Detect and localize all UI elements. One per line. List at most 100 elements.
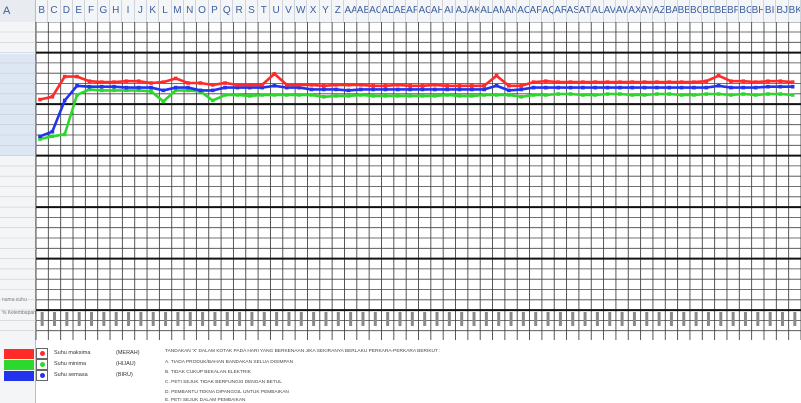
column-header-v[interactable]: V: [283, 0, 296, 22]
series-current-point: [605, 85, 610, 90]
column-header-bd[interactable]: BD: [702, 0, 715, 22]
column-header-ag[interactable]: AG: [419, 0, 431, 22]
column-header-aa[interactable]: AA: [344, 0, 357, 22]
column-header-bg[interactable]: BG: [739, 0, 752, 22]
column-header-at[interactable]: AT: [579, 0, 592, 22]
series-max-point: [470, 83, 474, 88]
column-header-bk[interactable]: BK: [789, 0, 801, 22]
column-header-r[interactable]: R: [233, 0, 246, 22]
column-header-ap[interactable]: AP: [530, 0, 542, 22]
column-header-aj[interactable]: AJ: [456, 0, 468, 22]
column-header-az[interactable]: AZ: [653, 0, 666, 22]
column-header-x[interactable]: X: [307, 0, 320, 22]
column-header-p[interactable]: P: [209, 0, 222, 22]
column-header-bb[interactable]: BB: [678, 0, 690, 22]
series-max-point: [136, 79, 141, 83]
legend-item-min: Suhu minima (HIJAU): [4, 359, 234, 370]
column-header-ah[interactable]: AH: [431, 0, 444, 22]
series-min-point: [519, 94, 524, 99]
series-min-point: [173, 88, 178, 93]
date-label-cell: [151, 312, 155, 326]
column-header-ab[interactable]: AB: [357, 0, 370, 22]
column-header-w[interactable]: W: [295, 0, 308, 22]
series-current-point: [408, 87, 412, 92]
series-current-point: [457, 87, 462, 92]
series-min-point: [741, 92, 746, 96]
column-header-c[interactable]: C: [48, 0, 61, 22]
column-header-y[interactable]: Y: [320, 0, 333, 22]
series-max-point: [457, 83, 462, 88]
series-current-point: [630, 85, 635, 90]
series-min-point: [778, 92, 783, 96]
column-header-j[interactable]: J: [135, 0, 148, 22]
column-header-bar: BCDEFGHIJKLMNOPQRSTUVWXYZAAABACADAEAFAGA…: [0, 0, 801, 23]
column-header-av[interactable]: AV: [604, 0, 616, 22]
column-header-bh[interactable]: BH: [752, 0, 764, 22]
series-current-point: [260, 85, 264, 90]
column-header-ax[interactable]: AX: [628, 0, 641, 22]
column-header-bf[interactable]: BF: [727, 0, 740, 22]
column-header-aw[interactable]: AW: [616, 0, 629, 22]
column-header-aq[interactable]: AQ: [542, 0, 555, 22]
column-header-af[interactable]: AF: [406, 0, 419, 22]
date-label-cell: [669, 312, 673, 326]
series-min-point: [593, 93, 598, 97]
column-header-f[interactable]: F: [85, 0, 98, 22]
column-header-bi[interactable]: BI: [764, 0, 777, 22]
series-max-point: [544, 79, 548, 83]
column-header-q[interactable]: Q: [221, 0, 234, 22]
column-header-au[interactable]: AU: [591, 0, 604, 22]
column-header-be[interactable]: BE: [715, 0, 727, 22]
column-header-m[interactable]: M: [172, 0, 185, 22]
column-header-al[interactable]: AL: [480, 0, 493, 22]
name-box[interactable]: A: [0, 0, 36, 22]
series-current-point: [544, 85, 548, 90]
column-header-ai[interactable]: AI: [443, 0, 456, 22]
series-max-point: [556, 80, 561, 84]
series-current-point: [679, 85, 684, 90]
series-current-point: [655, 85, 659, 90]
series-current-point: [383, 87, 388, 92]
column-header-ad[interactable]: AD: [381, 0, 394, 22]
column-header-h[interactable]: H: [110, 0, 123, 22]
column-header-z[interactable]: Z: [332, 0, 345, 22]
column-header-e[interactable]: E: [73, 0, 86, 22]
series-max-point: [272, 72, 277, 76]
column-header-g[interactable]: G: [98, 0, 111, 22]
column-header-k[interactable]: K: [147, 0, 160, 22]
series-max-point: [260, 83, 264, 87]
column-header-t[interactable]: T: [258, 0, 271, 22]
series-max-point: [581, 80, 585, 84]
column-header-an[interactable]: AN: [505, 0, 518, 22]
note-header: TANDAKAN 'X' DALAM KOTAK PADA HARI YANG …: [165, 349, 441, 354]
series-max-line: [39, 72, 793, 101]
series-min-point: [630, 93, 635, 97]
column-header-s[interactable]: S: [246, 0, 259, 22]
column-header-bc[interactable]: BC: [690, 0, 703, 22]
column-header-bj[interactable]: BJ: [776, 0, 789, 22]
series-current-point: [507, 88, 511, 93]
column-header-d[interactable]: D: [61, 0, 73, 22]
column-header-n[interactable]: N: [184, 0, 197, 22]
date-label-cell: [201, 312, 205, 326]
date-label-cell: [632, 312, 636, 326]
column-header-b[interactable]: B: [36, 0, 49, 22]
column-header-ae[interactable]: AE: [394, 0, 407, 22]
series-max-point: [396, 83, 400, 87]
column-header-as[interactable]: AS: [567, 0, 579, 22]
column-header-ay[interactable]: AY: [641, 0, 653, 22]
legend-tag-max: (MERAH): [116, 350, 140, 356]
column-header-u[interactable]: U: [270, 0, 283, 22]
column-header-ac[interactable]: AC: [369, 0, 382, 22]
column-header-l[interactable]: L: [159, 0, 172, 22]
column-header-am[interactable]: AM: [493, 0, 505, 22]
series-current-point: [346, 88, 351, 93]
column-header-ak[interactable]: AK: [468, 0, 481, 22]
column-header-ao[interactable]: AO: [517, 0, 530, 22]
series-min-point: [161, 99, 166, 104]
column-header-i[interactable]: I: [122, 0, 135, 22]
column-header-ar[interactable]: AR: [554, 0, 567, 22]
date-label-cell: [423, 312, 427, 326]
column-header-ba[interactable]: BA: [665, 0, 678, 22]
column-header-o[interactable]: O: [196, 0, 209, 22]
